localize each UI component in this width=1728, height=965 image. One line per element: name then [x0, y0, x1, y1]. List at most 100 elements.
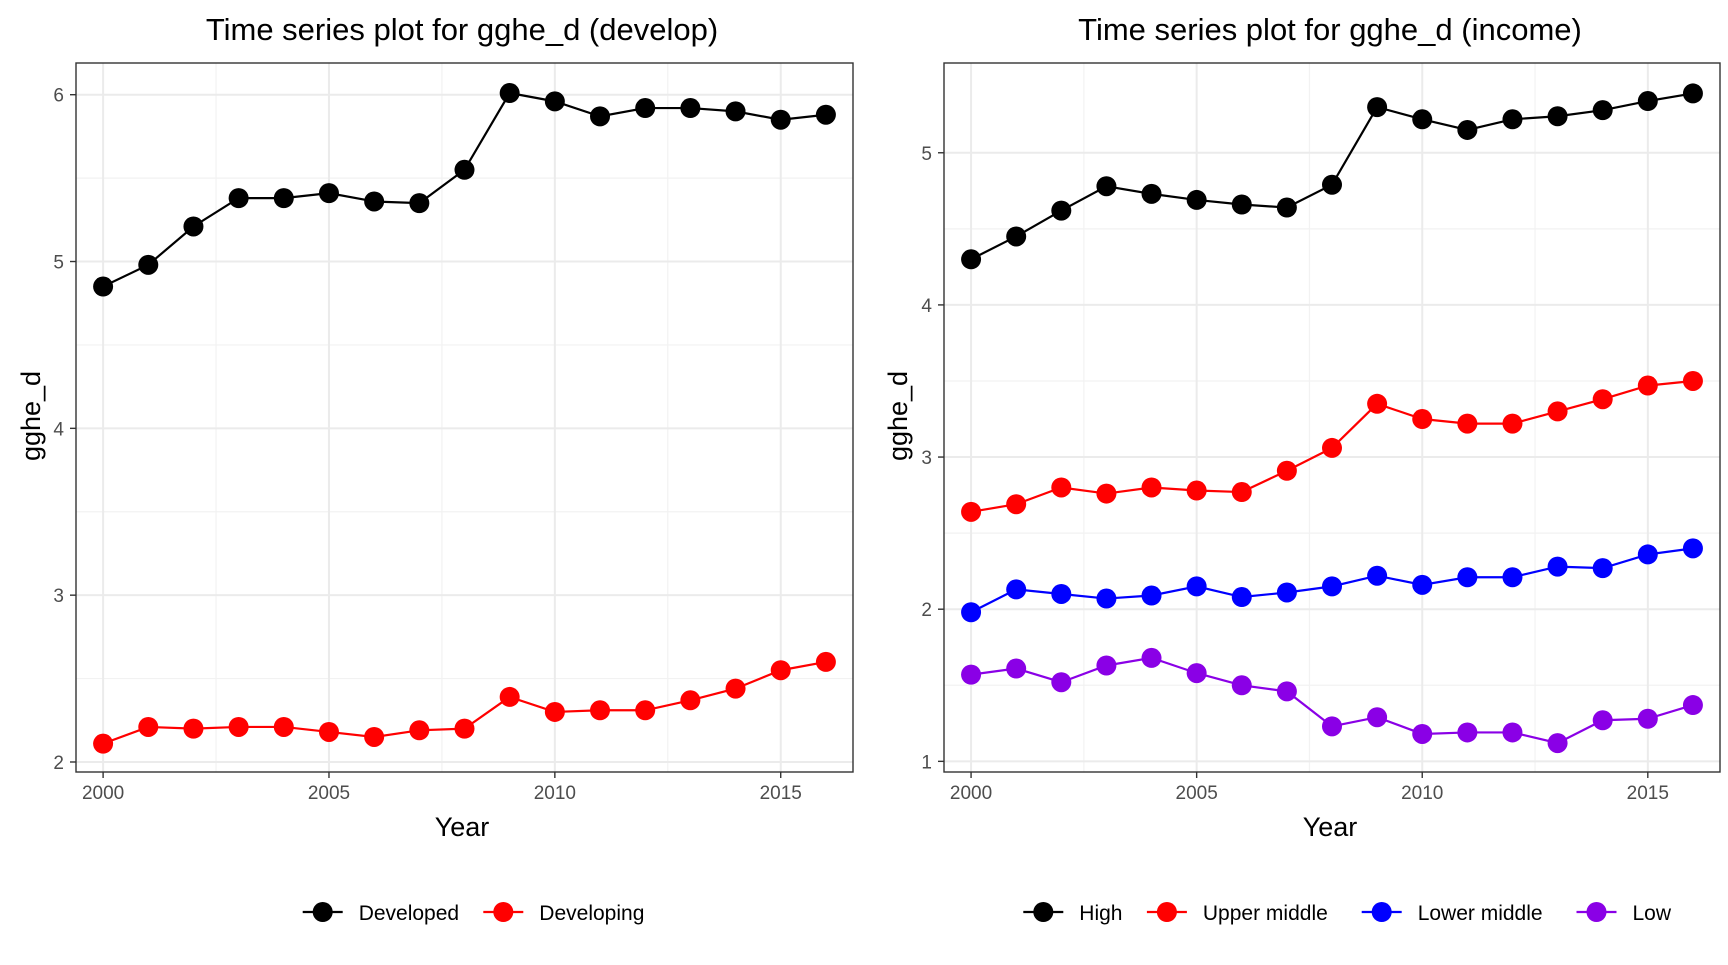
data-point [1186, 480, 1207, 501]
data-point [1637, 544, 1658, 565]
y-axis-title: gghe_d [883, 371, 913, 461]
x-tick-label: 2015 [1627, 783, 1669, 804]
y-tick-label: 3 [53, 586, 64, 607]
legend-key-marker [312, 902, 333, 922]
data-point [1322, 437, 1342, 458]
grid [944, 63, 1720, 772]
data-point [961, 501, 982, 522]
data-point [1502, 413, 1523, 434]
legend-item: Upper middle [1146, 902, 1328, 925]
data-point [273, 716, 294, 737]
data-point [1096, 176, 1117, 197]
legend-key-marker [1371, 902, 1392, 922]
data-point [1186, 576, 1207, 597]
x-tick-label: 2005 [308, 783, 350, 804]
legend-label: Lower middle [1418, 902, 1543, 925]
panel-border [943, 62, 1721, 773]
data-point [1006, 226, 1027, 247]
data-point [1096, 483, 1117, 504]
data-point [1412, 409, 1433, 430]
data-point [1682, 538, 1703, 559]
data-point [1006, 658, 1027, 679]
data-point [635, 98, 656, 119]
legend-label: High [1079, 902, 1122, 925]
data-point [364, 726, 385, 747]
legend-key-marker [1033, 902, 1054, 922]
data-point [680, 690, 701, 711]
legend: High Upper middle Lower middle Low [1023, 902, 1672, 925]
x-tick-label: 2000 [82, 783, 124, 804]
data-point [1637, 375, 1658, 396]
data-point [499, 83, 520, 104]
data-point [1682, 370, 1703, 391]
chart-panel-income: Time series plot for gghe_d (income) Yea… [883, 12, 1721, 925]
data-point [1457, 722, 1478, 743]
data-point [318, 721, 339, 742]
data-point [1502, 722, 1523, 743]
axis-ticks: 2000 2005 2010 2015 2 3 4 5 6 [53, 86, 801, 804]
data-point [1547, 106, 1568, 127]
data-point [1637, 708, 1658, 729]
data-point [680, 98, 701, 119]
data-point [1592, 558, 1613, 579]
y-tick-label: 4 [921, 296, 932, 317]
legend-item: High [1023, 902, 1123, 925]
data-point [1592, 710, 1613, 731]
data-point [1367, 707, 1388, 728]
data-point [1547, 733, 1568, 754]
data-point [961, 602, 982, 623]
data-point [364, 191, 385, 212]
legend: Developed Developing [302, 902, 644, 925]
data-point [1592, 389, 1613, 410]
data-point [1457, 119, 1478, 140]
data-point [1141, 477, 1162, 498]
legend-label: Developing [539, 902, 644, 925]
data-point [635, 700, 656, 721]
data-point [1682, 695, 1703, 716]
data-point [1412, 109, 1433, 130]
series-line-0 [102, 91, 827, 288]
legend-key-marker [1156, 902, 1177, 922]
data-point [1276, 681, 1297, 702]
data-point [183, 216, 204, 237]
y-tick-label: 2 [53, 753, 64, 774]
x-tick-label: 2015 [760, 783, 802, 804]
data-point [318, 183, 339, 204]
data-point [1051, 477, 1072, 498]
y-tick-label: 4 [53, 419, 64, 440]
data-point [1457, 413, 1478, 434]
data-point [1367, 97, 1388, 118]
data-point [1051, 672, 1072, 693]
y-tick-label: 2 [921, 600, 932, 621]
data-point [1051, 583, 1072, 604]
data-point [1682, 83, 1703, 104]
data-point [1096, 655, 1117, 676]
data-point [1637, 91, 1658, 112]
series-lines [102, 91, 827, 745]
data-point [1322, 174, 1342, 195]
legend-item: Developing [483, 902, 644, 925]
data-point [1502, 109, 1523, 130]
y-tick-label: 1 [921, 752, 932, 773]
data-point [1367, 565, 1388, 586]
data-point [183, 718, 204, 739]
legend-label: Upper middle [1203, 902, 1328, 925]
data-point [273, 188, 294, 209]
data-point [1276, 197, 1297, 218]
series-points [93, 83, 836, 754]
y-tick-label: 6 [53, 86, 64, 107]
data-point [499, 686, 520, 707]
data-point [1547, 556, 1568, 577]
data-point [1412, 574, 1433, 595]
data-point [93, 276, 114, 297]
legend-label: Developed [359, 902, 459, 925]
data-point [1322, 576, 1342, 597]
legend-key-marker [1586, 902, 1607, 922]
data-point [1592, 100, 1613, 121]
data-point [93, 733, 114, 754]
y-tick-label: 5 [53, 253, 64, 274]
data-point [1231, 675, 1252, 696]
y-tick-label: 5 [921, 144, 932, 165]
data-point [1186, 663, 1207, 684]
